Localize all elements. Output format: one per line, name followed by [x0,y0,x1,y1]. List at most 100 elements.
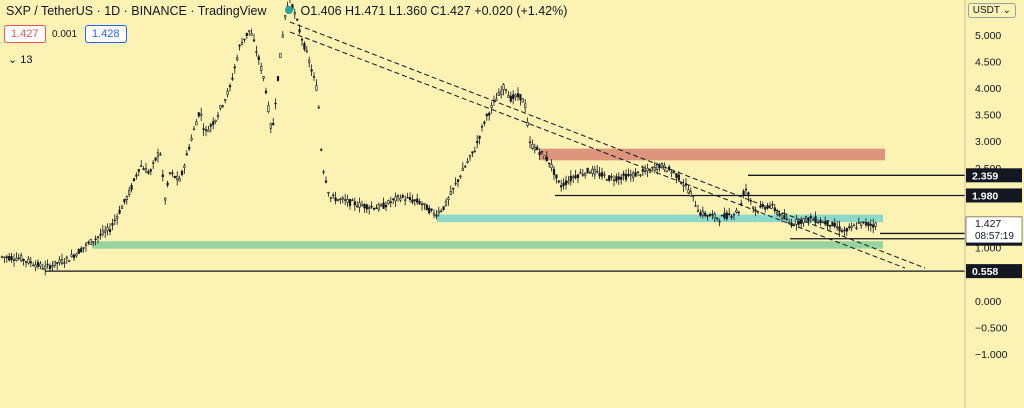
candle-body [3,256,6,259]
bid-price[interactable]: 1.427 [4,25,46,43]
price-label: 1.980 [972,190,998,202]
candle-body [821,221,824,224]
candle-body [82,247,85,249]
candle-body [430,208,433,211]
candle-body [610,176,613,178]
candle-body [632,172,635,178]
candle-body [116,216,119,219]
y-tick-label: 4.000 [975,83,1001,95]
symbol-title[interactable]: SXP / TetherUS · 1D · BINANCE · TradingV… [6,4,267,18]
market-status-icon [284,6,293,14]
candle-body [75,253,78,257]
candle-body [629,174,632,177]
candle-body [228,85,232,88]
candle-body [579,172,582,174]
candle-body [96,236,100,238]
candle-body [56,262,59,264]
candle-body [279,52,282,58]
candle-body [147,171,150,174]
candle-body [89,239,92,245]
candle-body [80,248,83,253]
candle-body [840,230,844,233]
candle-body [440,210,443,213]
price-label-box [966,168,1022,183]
candle-body [562,182,565,186]
candle-body [728,213,731,215]
candle-body [250,33,253,36]
candle-body [720,214,724,217]
candle-body [533,146,536,151]
candle-body [106,227,109,231]
candle-body [207,129,210,133]
candle-body [668,166,671,171]
candle-body [384,204,388,208]
currency-selector[interactable]: USDT ⌄ [967,3,1016,18]
candle-body [60,259,64,264]
candle-body [677,174,680,181]
candle-body [497,92,500,96]
candle-body [636,171,640,173]
candle-body [644,170,647,172]
candle-body [238,45,241,47]
candle-body [528,141,532,143]
candle-body [418,201,421,205]
spread-value: 0.001 [52,29,78,40]
candle-body [94,238,97,241]
candle-body [382,202,385,209]
trendline-2 [289,31,906,269]
candle-body [176,175,179,180]
candle-body [845,227,848,232]
candle-body [816,222,820,224]
candle-body [780,213,784,219]
zone-3 [92,241,883,249]
candle-body [27,258,30,264]
candle-body [180,170,184,175]
candle-body [593,169,596,175]
candle-body [269,123,272,129]
candle-body [125,196,128,201]
candle-body [113,219,116,222]
ohlc-values: O1.406 H1.471 L1.360 C1.427 +0.020 (+1.4… [300,4,568,18]
candle-body [514,94,517,98]
candle-body [272,123,275,126]
indicator-toggle[interactable]: ⌄ 13 [8,53,33,66]
candle-body [425,204,428,211]
candle-body [77,249,80,254]
currency-label: USDT [972,5,1000,16]
candle-body [788,222,791,224]
candle-body [368,207,371,209]
candle-body [531,143,534,149]
candle-body [108,229,112,232]
candle-body [809,216,812,219]
candle-body [485,113,488,117]
chart-header: SXP / TetherUS · 1D · BINANCE · TradingV… [6,4,567,18]
candle-body [72,254,76,259]
candle-body [509,95,512,102]
candle-body [423,202,426,205]
candle-body [221,105,224,107]
candle-body [8,256,11,261]
candle-body [670,171,673,174]
candle-body [137,169,140,172]
candle-body [322,171,325,173]
candle-body [838,226,841,232]
candle-body [828,224,832,227]
ask-price[interactable]: 1.428 [85,25,127,43]
candle-body [516,93,520,98]
candle-body [857,222,860,224]
candle-body [752,206,755,209]
candle-body [327,192,330,194]
candle-body [600,172,604,177]
candle-body [756,211,760,213]
candle-body [860,221,863,227]
candle-body [39,263,42,267]
candle-body [536,146,539,151]
candle-body [473,150,476,153]
candle-body [255,51,258,53]
candle-body [749,200,752,202]
candle-body [624,174,628,180]
trendline-1 [289,21,926,269]
candle-body [454,182,457,185]
candle-body [190,137,193,141]
